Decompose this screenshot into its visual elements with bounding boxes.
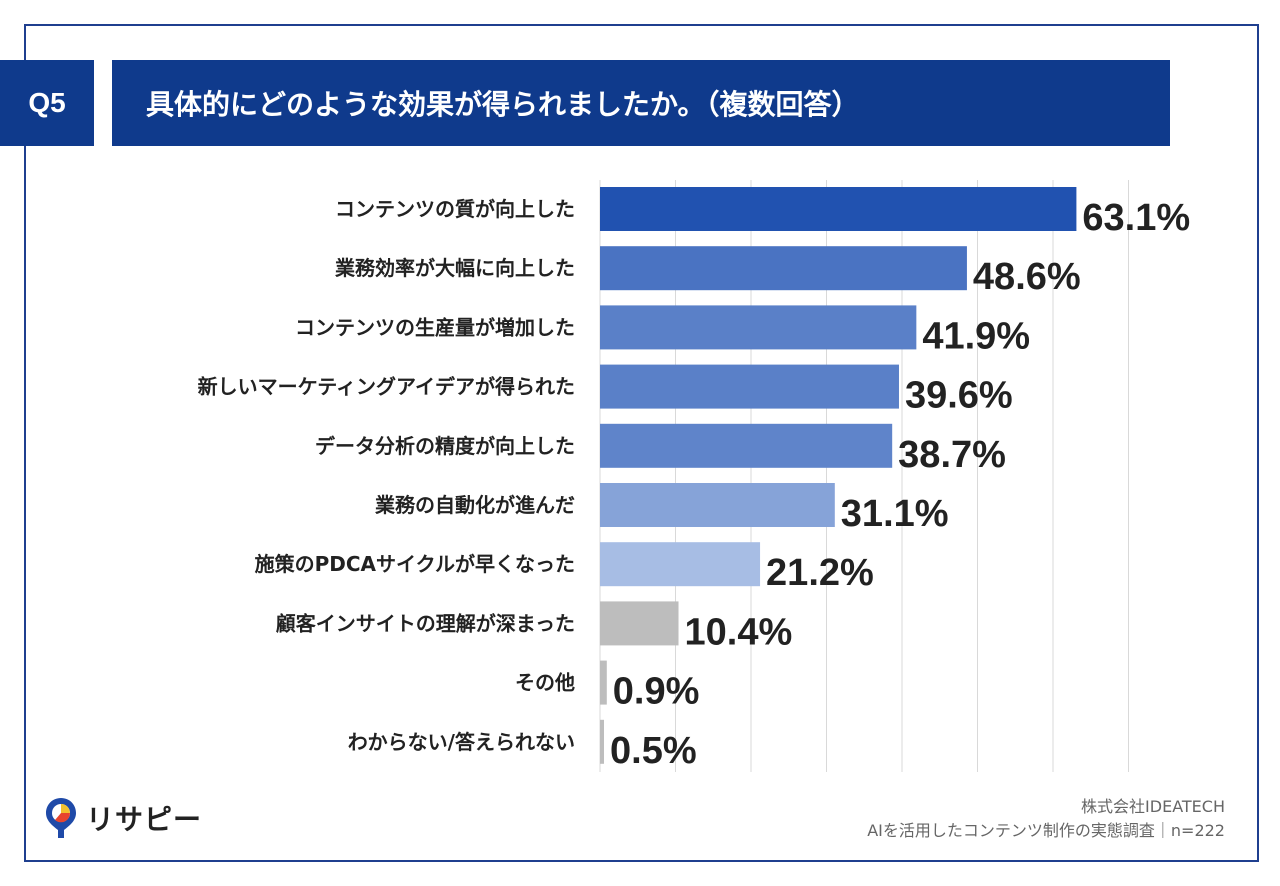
source-survey: AIを活用したコンテンツ制作の実態調査｜n=222 [867, 821, 1225, 840]
bar [600, 423, 893, 468]
value-label: 63.1% [1082, 197, 1190, 239]
value-label: 0.9% [613, 671, 700, 713]
value-label: 38.7% [898, 434, 1006, 476]
bar [600, 483, 835, 527]
source-company: 株式会社IDEATECH [1081, 797, 1225, 816]
brand-logo: リサピー [44, 796, 202, 840]
value-label: 41.9% [922, 315, 1030, 357]
value-label: 0.5% [610, 730, 697, 772]
question-title-bar: 具体的にどのような効果が得られましたか。（複数回答） [112, 60, 1170, 146]
bar [600, 719, 604, 764]
category-label: 業務効率が大幅に向上した [335, 256, 575, 280]
value-label: 10.4% [685, 611, 793, 653]
value-label: 31.1% [841, 493, 949, 535]
category-label: 業務の自動化が進んだ [375, 493, 575, 517]
category-label: データ分析の精度が向上した [315, 434, 575, 458]
bar [600, 542, 761, 587]
source-note: 株式会社IDEATECH AIを活用したコンテンツ制作の実態調査｜n=222 [867, 795, 1225, 843]
category-label: コンテンツの質が向上した [335, 197, 575, 221]
category-label: 施策のPDCAサイクルが早くなった [255, 552, 575, 576]
value-label: 21.2% [766, 552, 874, 594]
bar [600, 246, 967, 291]
category-label: その他 [515, 671, 575, 695]
bar [600, 601, 679, 646]
category-label: コンテンツの生産量が増加した [295, 315, 575, 339]
category-label: 新しいマーケティングアイデアが得られた [198, 375, 575, 399]
logo-text: リサピー [86, 803, 203, 836]
bar [600, 187, 1077, 231]
bar [600, 660, 607, 705]
bar [600, 305, 917, 350]
category-label: わからない/答えられない [348, 730, 575, 754]
value-label: 39.6% [905, 375, 1013, 417]
chart-frame [24, 24, 1259, 862]
value-label: 48.6% [973, 256, 1081, 298]
bar [600, 364, 899, 409]
pin-icon [46, 798, 76, 838]
labels: コンテンツの質が向上した 63.1% 業務効率が大幅に向上した 48.6% コンテンツの… [198, 197, 1191, 772]
category-label: 顧客インサイトの理解が深まった [276, 611, 575, 635]
question-title: 具体的にどのような効果が得られましたか。（複数回答） [146, 88, 860, 121]
question-number: Q5 [0, 60, 94, 146]
bars [600, 187, 1077, 764]
